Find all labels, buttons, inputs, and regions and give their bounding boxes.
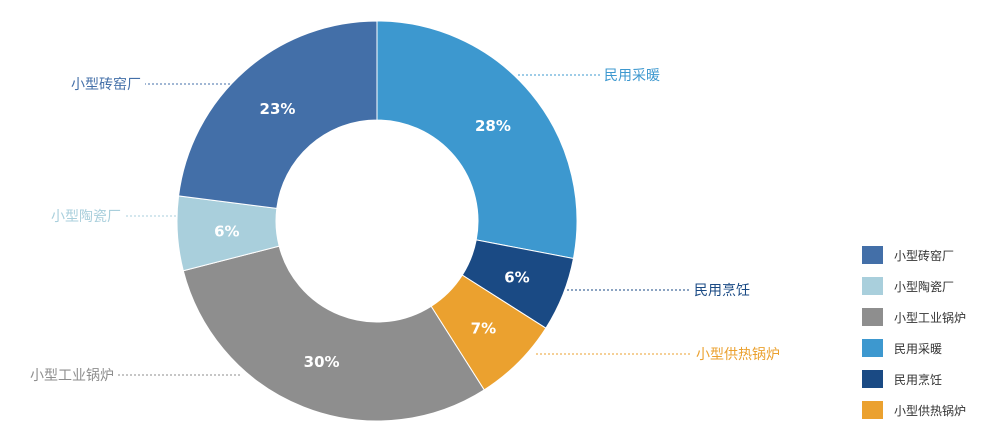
slice-category-label-3: 小型供热锅炉 <box>696 347 780 363</box>
slice-value-label-4: 30% <box>304 353 340 371</box>
legend-label-6: 小型供热锅炉 <box>894 403 966 418</box>
legend-swatch-1 <box>862 246 883 264</box>
slice-category-label-6: 小型砖窑厂 <box>71 76 141 93</box>
slice-value-label-3: 7% <box>471 319 496 337</box>
legend-label-5: 民用烹饪 <box>894 372 942 387</box>
donut-slice-1 <box>376 20 578 260</box>
legend-swatch-2 <box>862 277 883 295</box>
slice-category-label-5: 小型陶瓷厂 <box>51 209 121 225</box>
slice-value-label-1: 28% <box>475 117 511 135</box>
legend-swatch-5 <box>862 370 883 388</box>
slice-value-label-5: 6% <box>214 222 239 240</box>
slice-category-label-1: 民用采暖 <box>604 68 660 84</box>
legend-label-4: 民用采暖 <box>894 342 942 356</box>
legend-swatch-4 <box>862 339 883 357</box>
slice-value-label-6: 23% <box>260 100 296 118</box>
legend-swatch-6 <box>862 401 883 419</box>
donut-slice-4 <box>182 245 485 422</box>
donut-slice-6 <box>178 20 378 209</box>
legend-swatch-3 <box>862 308 883 326</box>
legend-label-1: 小型砖窑厂 <box>894 248 954 263</box>
slice-category-label-4: 小型工业锅炉 <box>30 368 114 384</box>
legend-label-2: 小型陶瓷厂 <box>894 279 954 294</box>
slice-value-label-2: 6% <box>504 268 529 286</box>
slice-category-label-2: 民用烹饪 <box>694 282 750 299</box>
legend-label-3: 小型工业锅炉 <box>894 310 966 325</box>
